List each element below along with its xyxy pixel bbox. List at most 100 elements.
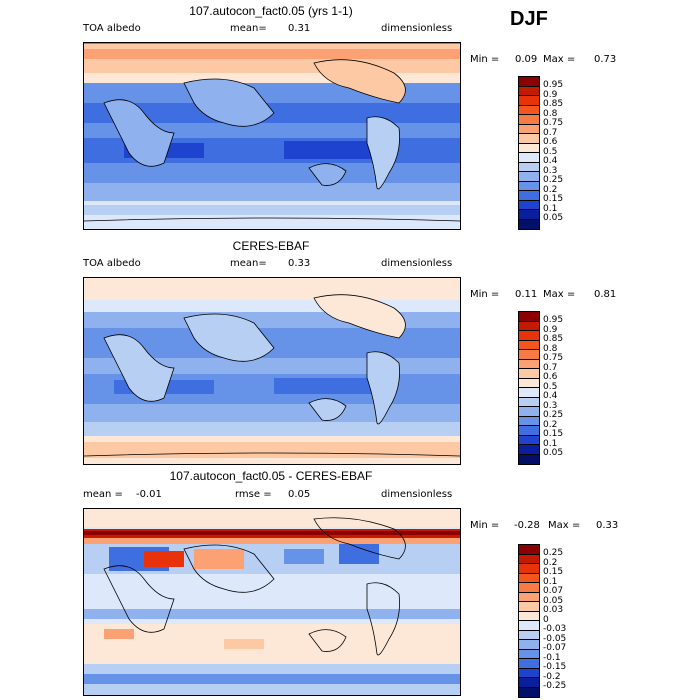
colorbar-tick-label: 0.95 (543, 80, 564, 90)
panel-1-mean-label: mean= (230, 23, 267, 34)
panel-3-colorbar (518, 544, 540, 698)
colorbar-tick-label: -0.1 (543, 652, 561, 663)
colorbar-swatch (519, 668, 539, 678)
colorbar-swatch (519, 219, 539, 229)
colorbar-tick-label: 0.8 (543, 343, 558, 354)
panel-3-title: 107.autocon_fact0.05 - CERES-EBAF (169, 469, 373, 483)
panel-1-mean-value: 0.31 (288, 23, 311, 34)
colorbar-tick-label: 0.05 (543, 213, 564, 223)
colorbar-swatch (519, 331, 539, 341)
colorbar-tick-label: 0.07 (543, 586, 564, 596)
panel-3-units: dimensionless (381, 489, 453, 500)
colorbar-tick-label: 0.4 (543, 156, 558, 166)
panel-2-units: dimensionless (381, 258, 453, 269)
colorbar-swatch (519, 350, 539, 360)
panel-2-max-label: Max = (543, 289, 576, 300)
panel-1-variable-label: TOA albedo (83, 23, 141, 34)
colorbar-tick-label: 0.75 (543, 118, 564, 128)
colorbar-tick-label: 0.6 (543, 137, 558, 147)
colorbar-tick-label: 0.7 (543, 362, 558, 373)
colorbar-tick-label: 0.3 (543, 165, 558, 176)
panel-3-map-svg (84, 509, 460, 695)
colorbar-tick-label: 0.9 (543, 89, 558, 100)
panel-3-rmse-label: rmse = (235, 489, 272, 500)
colorbar-tick-label: 0.5 (543, 381, 558, 392)
colorbar-swatch (519, 105, 539, 115)
colorbar-swatch (519, 545, 539, 555)
panel-1-units: dimensionless (381, 23, 453, 34)
colorbar-tick-label: 0.85 (543, 99, 564, 109)
colorbar-tick-label: 0.15 (543, 567, 564, 577)
colorbar-swatch (519, 143, 539, 153)
colorbar-tick-label: 0.05 (543, 595, 564, 606)
colorbar-swatch (519, 621, 539, 631)
colorbar-tick-label: 0.2 (543, 419, 558, 430)
colorbar-swatch (519, 134, 539, 144)
colorbar-swatch (519, 592, 539, 602)
panel-3-min-value: -0.28 (514, 520, 540, 531)
colorbar-swatch (519, 359, 539, 369)
colorbar-swatch (519, 630, 539, 640)
colorbar-swatch (519, 86, 539, 96)
colorbar-swatch (519, 200, 539, 210)
panel-2-mean-label: mean= (230, 258, 267, 269)
colorbar-tick-label: 0.4 (543, 391, 558, 401)
colorbar-swatch (519, 191, 539, 201)
colorbar-tick-label: 0.2 (543, 557, 558, 568)
colorbar-swatch (519, 210, 539, 220)
panel-3-map (83, 508, 461, 696)
colorbar-tick-label: 0.6 (543, 372, 558, 382)
colorbar-swatch (519, 659, 539, 669)
colorbar-tick-label: 0.25 (543, 548, 564, 558)
panel-1-title: 107.autocon_fact0.05 (yrs 1-1) (189, 4, 353, 18)
colorbar-swatch (519, 115, 539, 125)
colorbar-swatch (519, 426, 539, 436)
panel-1-min-value: 0.09 (515, 54, 538, 65)
colorbar-tick-label: 0.9 (543, 324, 558, 335)
panel-2-map (83, 277, 461, 465)
colorbar-swatch (519, 445, 539, 455)
colorbar-tick-label: 0.5 (543, 146, 558, 157)
colorbar-tick-label: 0.15 (543, 429, 564, 439)
panel-1-min-label: Min = (470, 54, 500, 65)
colorbar-swatch (519, 77, 539, 87)
colorbar-swatch (519, 678, 539, 688)
colorbar-tick-label: 0.8 (543, 108, 558, 119)
colorbar-tick-label: 0.1 (543, 576, 558, 587)
season-label: DJF (510, 8, 548, 30)
colorbar-swatch (519, 435, 539, 445)
colorbar-swatch (519, 640, 539, 650)
colorbar-swatch (519, 416, 539, 426)
panel-1-map (83, 42, 461, 230)
colorbar-tick-label: -0.05 (543, 633, 567, 644)
colorbar-tick-label: 0.85 (543, 334, 564, 344)
colorbar-tick-label: 0.7 (543, 127, 558, 138)
colorbar-tick-label: 0.15 (543, 194, 564, 204)
panel-3-mean-value: -0.01 (136, 489, 162, 500)
colorbar-swatch (519, 554, 539, 564)
colorbar-swatch (519, 611, 539, 621)
colorbar-tick-label: 0.1 (543, 438, 558, 449)
colorbar-swatch (519, 378, 539, 388)
panel-1-map-svg (84, 43, 460, 229)
panel-3-mean-label: mean = (83, 489, 123, 500)
panel-1-colorbar (518, 76, 540, 230)
colorbar-tick-label: 0.1 (543, 203, 558, 214)
panel-3-min-label: Min = (470, 520, 500, 531)
colorbar-swatch (519, 312, 539, 322)
colorbar-tick-label: -0.2 (543, 671, 561, 682)
colorbar-swatch (519, 573, 539, 583)
colorbar-swatch (519, 687, 539, 697)
panel-2-colorbar (518, 311, 540, 465)
colorbar-swatch (519, 388, 539, 398)
colorbar-tick-label: 0.25 (543, 175, 564, 185)
colorbar-swatch (519, 369, 539, 379)
colorbar-tick-label: -0.15 (543, 662, 567, 672)
panel-3-max-label: Max = (548, 520, 581, 531)
panel-2-min-label: Min = (470, 289, 500, 300)
colorbar-swatch (519, 321, 539, 331)
colorbar-tick-label: 0.95 (543, 315, 564, 325)
colorbar-tick-label: -0.25 (543, 681, 567, 691)
colorbar-swatch (519, 162, 539, 172)
colorbar-swatch (519, 96, 539, 106)
